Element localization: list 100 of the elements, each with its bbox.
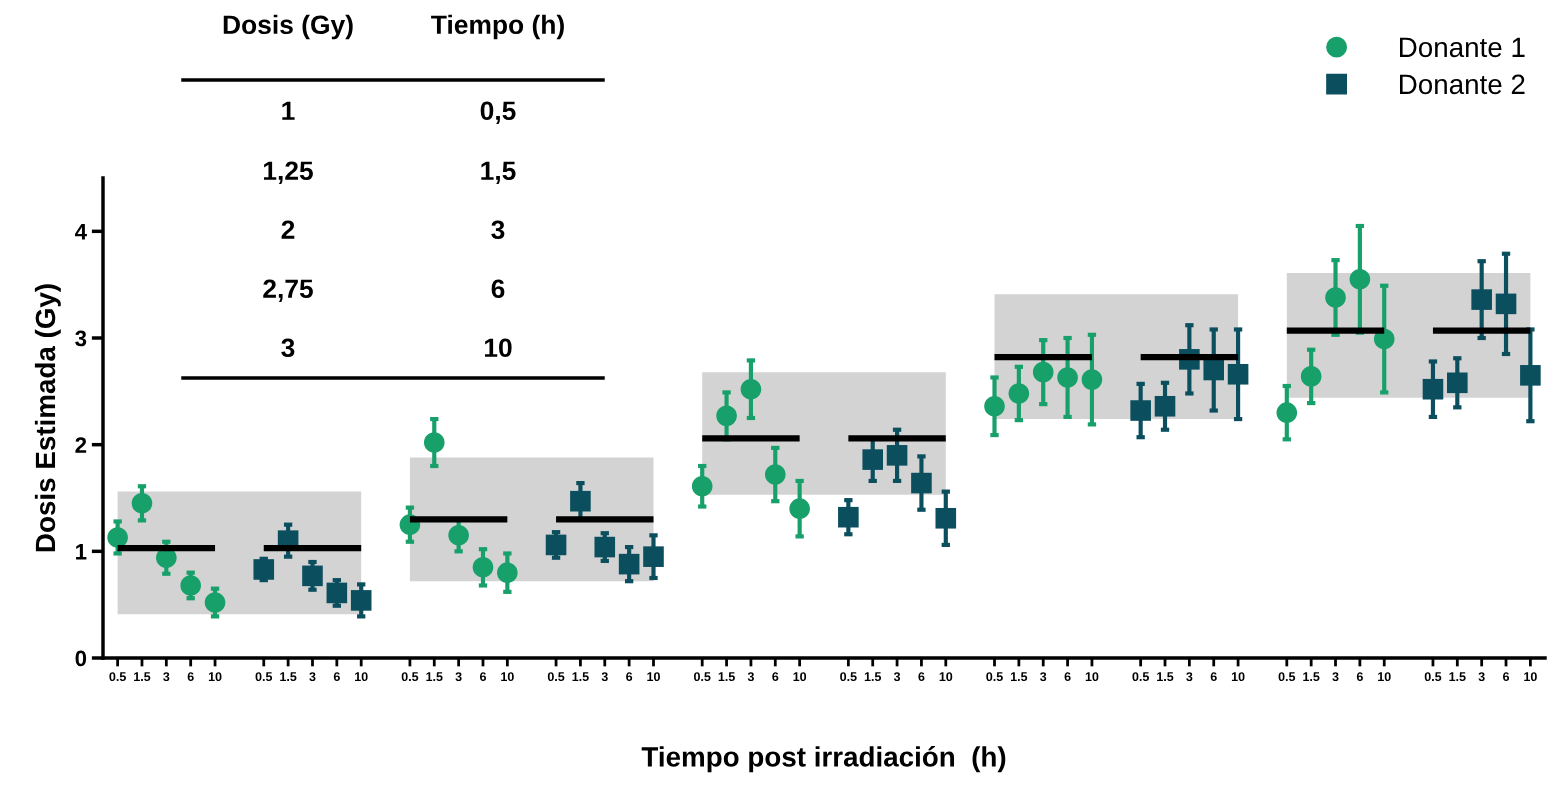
x-tick-label: 10 <box>647 672 660 682</box>
x-tick-label: 10 <box>208 672 222 682</box>
y-tick-label: 4 <box>75 224 87 240</box>
point <box>204 592 226 613</box>
text: Tiempo (h) <box>431 14 564 40</box>
x-axis-title: Tiempo post irradiación (h) <box>641 746 1006 773</box>
x-tick-label: 6 <box>479 672 487 682</box>
x-tick-label: 3 <box>455 672 462 682</box>
point <box>131 493 153 514</box>
point <box>570 490 591 512</box>
text: 1 <box>282 101 295 120</box>
x-tick-label: 6 <box>1503 672 1510 682</box>
annotation: 3 <box>491 220 505 240</box>
point <box>716 405 737 427</box>
point <box>1422 378 1444 400</box>
x-tick-label: 0.5 <box>1132 672 1149 682</box>
point <box>886 445 908 466</box>
x-tick-label: 1.5 <box>718 672 735 682</box>
point <box>1325 287 1346 308</box>
x-tick-label: 1.5 <box>1449 672 1466 682</box>
point <box>1081 369 1103 390</box>
point <box>911 472 932 494</box>
annotation: 6 <box>491 279 505 299</box>
x-tick-label: 10 <box>355 672 368 682</box>
point <box>1276 402 1298 423</box>
x-tick-label: 0.5 <box>401 672 419 682</box>
x-tick-label: 3 <box>893 672 901 682</box>
x-tick-label: 1.5 <box>1010 672 1028 682</box>
legend-label: Donante 1 <box>1399 37 1525 58</box>
x-tick-label: 0.5 <box>840 672 857 682</box>
x-tick-label: 3 <box>1040 672 1047 682</box>
point <box>1495 293 1517 315</box>
x-tick-label: 6 <box>1210 672 1217 682</box>
y-tick-label: 0 <box>75 650 87 667</box>
point <box>1057 367 1078 388</box>
point <box>984 395 1005 417</box>
text: Dosis (Gy) <box>223 14 353 40</box>
x-tick-label: 10 <box>1524 672 1537 682</box>
x-tick-label: 6 <box>918 672 925 682</box>
y-tick-label: 1 <box>76 544 87 560</box>
annotation: 2,75 <box>263 279 313 302</box>
point <box>1008 383 1030 404</box>
point <box>935 507 957 529</box>
x-tick-label: 10 <box>793 672 807 682</box>
x-tick-label: 6 <box>626 672 633 682</box>
x-tick-label: 1.5 <box>1303 672 1320 682</box>
x-tick-label: 0.5 <box>1278 672 1296 682</box>
x-tick-label: 3 <box>1332 672 1339 682</box>
point <box>1154 395 1176 417</box>
y-axis-title: Dosis Estimada (Gy) <box>34 284 61 552</box>
x-tick-label: 1.5 <box>1157 672 1174 682</box>
annotation: 2 <box>281 220 295 239</box>
x-tick-label: 1.5 <box>134 672 151 682</box>
x-tick-label: 10 <box>1085 672 1099 682</box>
annotation: 10 <box>484 338 512 358</box>
x-tick-label: 1.5 <box>280 672 297 682</box>
point <box>253 559 275 580</box>
x-tick-label: 3 <box>1186 672 1193 682</box>
point <box>862 449 884 470</box>
x-tick-label: 10 <box>1231 672 1245 682</box>
point <box>1300 366 1322 387</box>
point <box>326 582 348 604</box>
point <box>764 464 786 485</box>
point <box>618 553 640 575</box>
point <box>691 475 713 497</box>
x-tick-label: 6 <box>1064 672 1071 682</box>
x-tick-label: 0.5 <box>109 672 126 682</box>
point <box>1203 359 1225 381</box>
x-tick-label: 1.5 <box>864 672 882 682</box>
x-tick-label: 10 <box>939 672 953 682</box>
x-tick-label: 1.5 <box>426 672 443 682</box>
x-tick-label: 3 <box>1478 672 1485 682</box>
point <box>107 527 128 548</box>
x-tick-label: 0.5 <box>255 672 273 682</box>
point <box>1032 361 1054 383</box>
point <box>1349 269 1371 290</box>
point <box>838 506 859 528</box>
point <box>1471 289 1492 310</box>
x-tick-label: 3 <box>163 672 170 682</box>
x-tick-label: 6 <box>1356 672 1363 682</box>
x-tick-label: 6 <box>333 672 340 682</box>
point <box>423 432 445 453</box>
point <box>789 498 810 519</box>
point <box>1227 363 1249 385</box>
point <box>1520 365 1541 386</box>
y-tick-label: 3 <box>75 330 87 347</box>
point <box>740 378 762 400</box>
x-tick-label: 0.5 <box>986 672 1003 682</box>
x-tick-label: 0.5 <box>1424 672 1442 682</box>
x-tick-label: 0.5 <box>547 672 565 682</box>
x-tick-label: 3 <box>747 672 754 682</box>
x-tick-label: 1.5 <box>572 672 589 682</box>
x-tick-label: 3 <box>309 672 316 682</box>
x-tick-label: 6 <box>772 672 779 682</box>
x-tick-label: 3 <box>601 672 608 682</box>
text: 0,5 <box>480 101 516 124</box>
annotation: 1,25 <box>263 161 313 184</box>
point <box>643 546 664 567</box>
point <box>497 562 518 583</box>
annotation: 1,5 <box>481 161 516 184</box>
